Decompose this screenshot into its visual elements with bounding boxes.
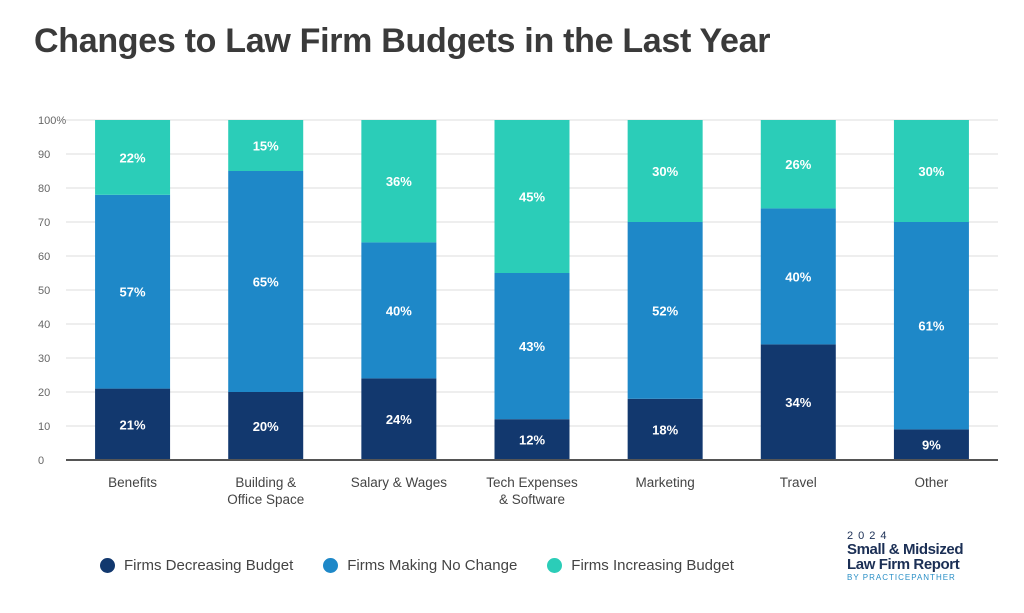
legend-swatch-increasing (547, 558, 563, 573)
x-category-label: Office Space (227, 492, 304, 507)
y-tick-label: 50 (38, 285, 50, 297)
bar-segment (760, 208, 836, 345)
x-category-label: Tech Expenses (486, 475, 578, 490)
y-tick-label: 10 (38, 421, 50, 433)
x-category-label: & Software (499, 492, 565, 507)
y-tick-label: 80 (38, 183, 50, 195)
y-tick-label: 20 (38, 387, 50, 399)
legend-label-no-change: Firms Making No Change (347, 557, 518, 574)
chart-title: Changes to Law Firm Budgets in the Last … (34, 22, 771, 60)
bar-segment (760, 344, 836, 460)
data-label: 20% (253, 419, 279, 434)
data-label: 34% (785, 395, 811, 410)
data-label: 9% (922, 438, 941, 453)
bar-segment (893, 429, 969, 460)
legend-swatch-no-change (323, 558, 339, 573)
bar-segment (893, 222, 969, 430)
data-label: 26% (785, 157, 811, 172)
legend-swatch-decreasing (100, 558, 115, 573)
data-label: 24% (386, 412, 412, 427)
data-label: 36% (386, 174, 412, 189)
bar-segment (361, 378, 437, 460)
bar-segment (228, 171, 304, 392)
data-label: 40% (785, 269, 811, 284)
data-label: 52% (652, 303, 678, 318)
bar-segment (361, 120, 437, 243)
legend-label-increasing: Firms Increasing Budget (571, 557, 734, 574)
legend-label-decreasing: Firms Decreasing Budget (124, 557, 294, 574)
logo-line-1: Small & Midsized (847, 541, 964, 558)
bar-segment (95, 194, 171, 389)
y-tick-label: 0 (38, 455, 44, 467)
x-category-label: Building & (235, 475, 296, 490)
bar-segment (627, 398, 703, 460)
bar-segment (228, 120, 304, 171)
logo-year: 2024 (847, 530, 892, 542)
y-tick-label: 30 (38, 353, 50, 365)
y-tick-label: 100% (38, 115, 66, 127)
bar-segment (627, 222, 703, 399)
logo-byline: BY PRACTICEPANTHER (847, 573, 956, 582)
data-label: 40% (386, 303, 412, 318)
data-label: 65% (253, 275, 279, 290)
legend: Firms Decreasing Budget Firms Making No … (100, 557, 764, 574)
y-tick-label: 70 (38, 217, 50, 229)
data-label: 45% (519, 190, 545, 205)
logo-line-2: Law Firm Report (847, 556, 960, 573)
x-category-label: Benefits (108, 475, 157, 490)
data-label: 22% (120, 150, 146, 165)
bar-segment (494, 120, 570, 273)
y-tick-label: 90 (38, 149, 50, 161)
legend-item-no-change: Firms Making No Change (323, 557, 517, 574)
bar-segment (627, 120, 703, 222)
bar-segment (361, 242, 437, 379)
bar-segment (228, 392, 304, 460)
data-label: 43% (519, 339, 545, 354)
legend-item-increasing: Firms Increasing Budget (547, 557, 734, 574)
data-label: 18% (652, 422, 678, 437)
data-label: 61% (918, 319, 944, 334)
x-category-label: Other (915, 475, 949, 490)
y-tick-label: 60 (38, 251, 50, 263)
bar-segment (494, 419, 570, 460)
bar-segment (893, 120, 969, 222)
x-category-label: Salary & Wages (351, 475, 448, 490)
data-label: 57% (120, 285, 146, 300)
data-label: 12% (519, 433, 545, 448)
bar-segment (760, 120, 836, 209)
legend-item-decreasing: Firms Decreasing Budget (100, 557, 293, 574)
x-category-label: Travel (780, 475, 817, 490)
data-label: 15% (253, 139, 279, 154)
report-logo: 2024 Small & Midsized Law Firm Report BY… (847, 530, 997, 583)
data-label: 30% (652, 164, 678, 179)
data-label: 30% (918, 164, 944, 179)
bar-segment (95, 388, 171, 460)
bar-segment (494, 273, 570, 420)
bar-segment (95, 120, 171, 195)
x-category-label: Marketing (636, 475, 695, 490)
data-label: 21% (120, 417, 146, 432)
y-tick-label: 40 (38, 319, 50, 331)
